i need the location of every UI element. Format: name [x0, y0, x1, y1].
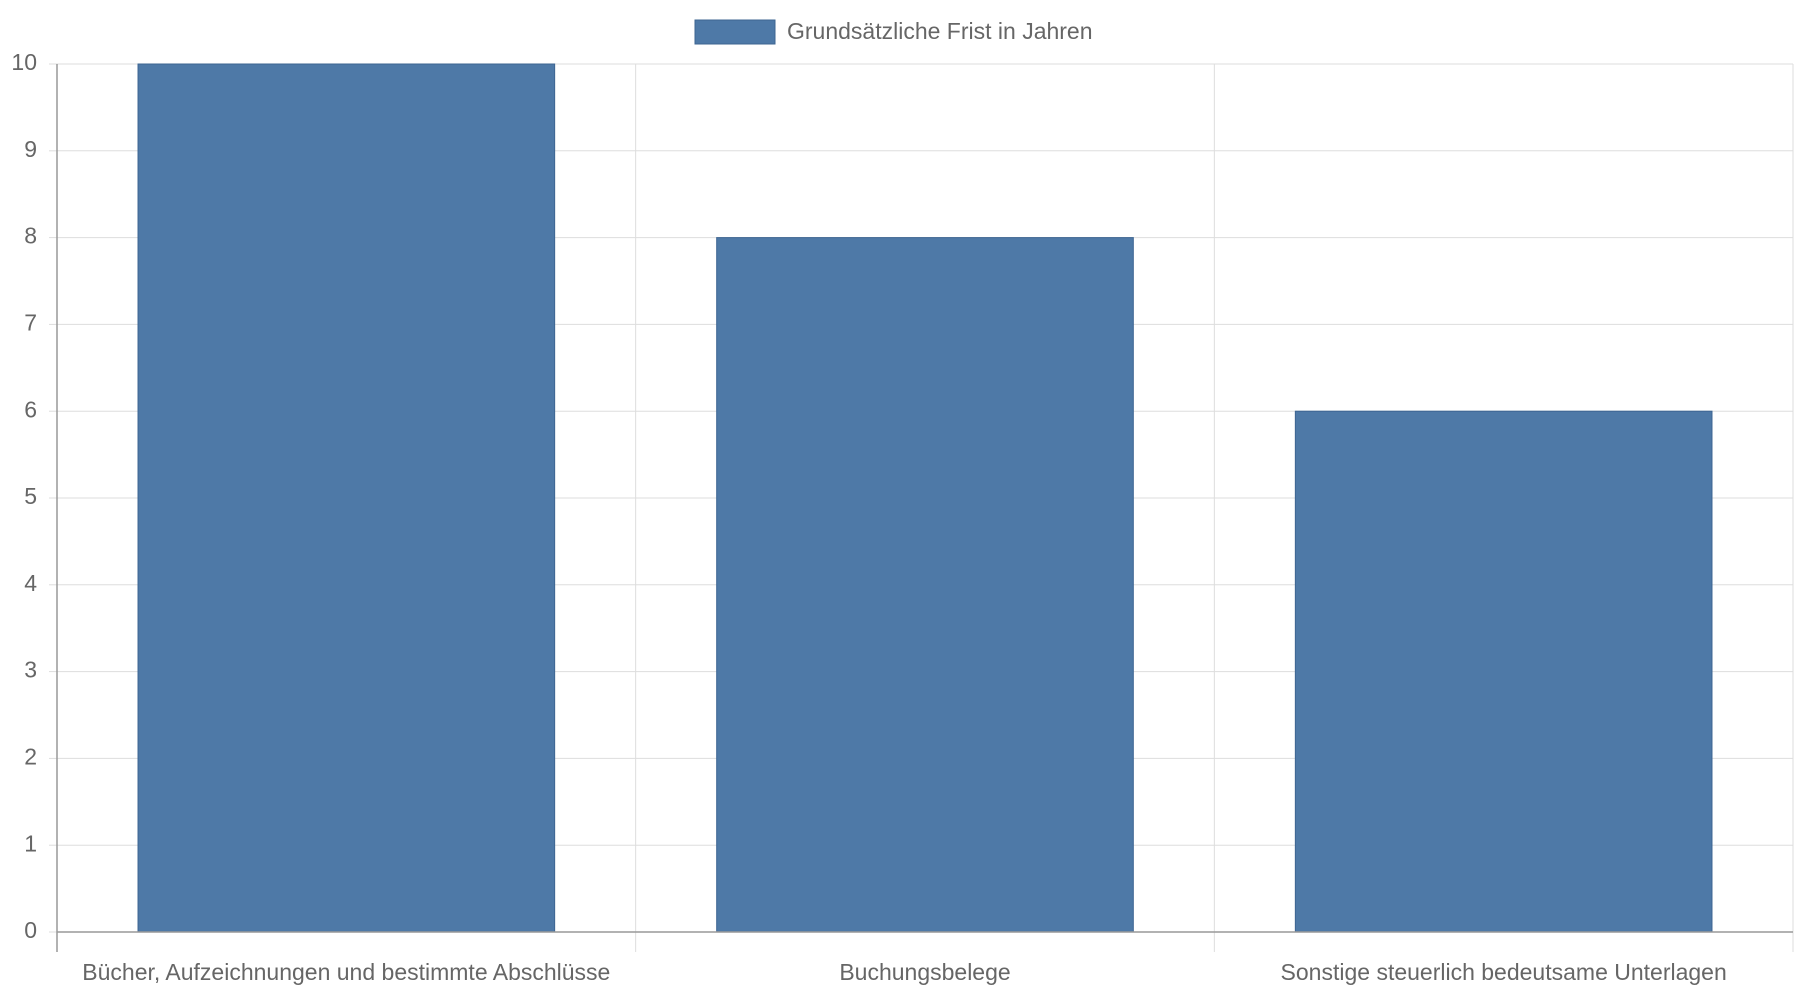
- y-tick-label: 3: [24, 657, 37, 683]
- y-tick-label: 0: [24, 917, 37, 943]
- y-tick-label: 2: [24, 743, 37, 769]
- x-tick-label: Bücher, Aufzeichnungen und bestimmte Abs…: [82, 959, 610, 985]
- y-tick-label: 8: [24, 223, 37, 249]
- y-tick-label: 4: [24, 570, 37, 596]
- y-tick-label: 7: [24, 309, 37, 335]
- y-tick-label: 5: [24, 483, 37, 509]
- legend-label: Grundsätzliche Frist in Jahren: [787, 18, 1093, 44]
- bar: [137, 63, 556, 933]
- y-tick-label: 10: [11, 49, 37, 75]
- y-tick-label: 9: [24, 136, 37, 162]
- x-tick-label: Buchungsbelege: [839, 959, 1010, 985]
- x-tick-label: Sonstige steuerlich bedeutsame Unterlage…: [1281, 959, 1727, 985]
- bar: [1294, 410, 1713, 933]
- bar: [716, 237, 1134, 933]
- y-tick-label: 1: [24, 830, 37, 856]
- legend-swatch: [694, 19, 776, 45]
- y-tick-label: 6: [24, 396, 37, 422]
